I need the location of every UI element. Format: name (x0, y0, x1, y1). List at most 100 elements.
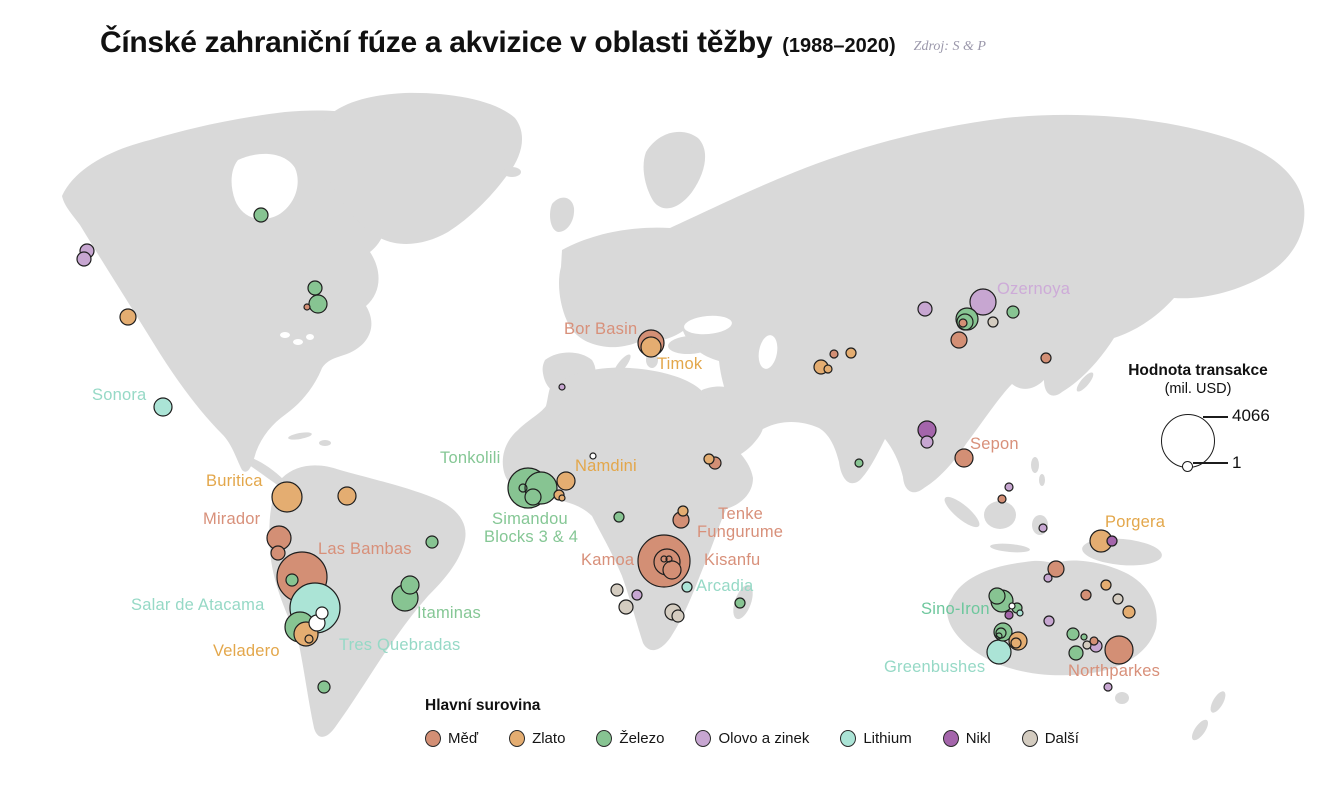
cu-swatch-icon (425, 730, 441, 747)
size-legend: Hodnota transakce (mil. USD) 4066 1 (1098, 362, 1298, 472)
land-nz-north (1210, 691, 1226, 713)
deal-bubble (920, 435, 934, 449)
land-africa (502, 367, 753, 651)
land-greenland (317, 92, 523, 244)
ni-swatch-icon (942, 730, 959, 747)
deal-bubble (1047, 560, 1065, 578)
deal-bubble (315, 606, 329, 620)
legend-item-ni: Nikl (942, 730, 991, 747)
deal-bubble (969, 288, 997, 316)
deal-bubble (556, 471, 576, 491)
commodity-legend-title: Hlavní surovina (425, 697, 541, 714)
title-period: (1988–2020) (782, 35, 896, 57)
au-swatch-icon (509, 730, 526, 747)
deal-bubble (1068, 645, 1084, 661)
legend-item-label: Nikl (965, 730, 991, 747)
deal-bubble (917, 301, 933, 317)
land-scandinavia (643, 131, 706, 209)
deal-bubble (119, 308, 137, 326)
deal-bubble (1043, 615, 1055, 627)
deal-bubble (997, 494, 1007, 504)
deal-bubble (958, 318, 968, 328)
legend-item-label: Olovo a zinek (718, 730, 810, 747)
deal-bubble (956, 313, 974, 331)
deal-bubble (618, 599, 634, 615)
deal-bubble (988, 587, 1006, 605)
deal-bubble (307, 280, 323, 296)
deal-bubble (337, 486, 357, 506)
deal-bubble (1010, 637, 1022, 649)
deal-bubble (400, 575, 420, 595)
deal-bubble (610, 583, 624, 597)
legend-item-label: Další (1044, 730, 1079, 747)
deal-bubble (1038, 523, 1048, 533)
water-great-lake-2 (293, 339, 303, 345)
deal-bubble (285, 573, 299, 587)
page-title: Čínské zahraniční fúze a akvizice v obla… (100, 26, 773, 59)
deal-bubble (662, 560, 682, 580)
deal-bubble (1103, 682, 1113, 692)
deal-bubble (1112, 593, 1124, 605)
size-legend-max-line (1203, 416, 1228, 418)
pbzn-swatch-icon (695, 730, 712, 747)
legend-item-cu: Měď (425, 730, 478, 747)
deal-bubble (270, 545, 286, 561)
deal-bubble (76, 251, 92, 267)
header: Čínské zahraniční fúze a akvizice v obla… (100, 26, 986, 60)
land-north-america (62, 110, 396, 472)
water-black-sea (684, 315, 732, 335)
deal-bubble (950, 331, 968, 349)
deal-bubble (1080, 589, 1092, 601)
deal-bubble (153, 397, 173, 417)
other-swatch-icon (1021, 730, 1038, 747)
land-japan-hokkaido (1071, 329, 1081, 341)
size-legend-min-circle (1182, 461, 1193, 472)
legend-item-pbzn: Olovo a zinek (695, 730, 809, 747)
deal-bubble (1004, 610, 1014, 620)
land-sumatra (944, 496, 980, 528)
deal-bubble (640, 336, 662, 358)
deal-bubble (518, 483, 528, 493)
deal-bubble (987, 316, 999, 328)
land-cuba (288, 432, 312, 440)
deal-bubble (1104, 635, 1134, 665)
land-borneo (984, 501, 1016, 529)
deal-bubble (954, 448, 974, 468)
deal-bubble (271, 481, 303, 513)
deal-bubble (677, 505, 689, 517)
land-philippines-1 (1031, 457, 1039, 473)
deal-bubble (995, 632, 1003, 640)
land-java (990, 543, 1030, 553)
deal-bubble (671, 609, 685, 623)
deal-bubble (1106, 535, 1118, 547)
deal-bubble (993, 622, 1013, 642)
deal-bubble (631, 589, 643, 601)
size-legend-subtitle: (mil. USD) (1164, 381, 1232, 397)
water-hudson-bay (231, 153, 298, 220)
deal-bubbles (76, 207, 1136, 694)
legend-item-label: Železo (619, 730, 665, 747)
size-legend-min-line (1193, 462, 1228, 464)
size-legend-max-circle (1161, 414, 1215, 468)
water-caspian-sea (758, 335, 778, 369)
deal-bubble (589, 452, 597, 460)
deal-bubble (558, 383, 566, 391)
li-swatch-icon (840, 730, 857, 747)
deal-bubble (660, 555, 668, 563)
land-south-america (269, 465, 466, 737)
size-legend-max-value: 4066 (1232, 406, 1270, 425)
deal-bubble (303, 303, 311, 311)
deal-bubble (829, 349, 839, 359)
land-iceland (503, 167, 521, 177)
deal-bubble (1040, 352, 1052, 364)
size-legend-min-value: 1 (1232, 453, 1242, 472)
commodity-legend: Hlavní surovina Měď Zlato Železo Olovo a zi… (425, 697, 1079, 747)
land-central-america (248, 458, 284, 487)
deal-bubble (955, 307, 979, 331)
deal-bubble (734, 597, 746, 609)
commodity-legend-items: Měď Zlato Železo Olovo a zinek Lithium Nikl Da… (425, 730, 1079, 747)
deal-bubble (1100, 579, 1112, 591)
legend-item-fe: Železo (596, 730, 664, 747)
